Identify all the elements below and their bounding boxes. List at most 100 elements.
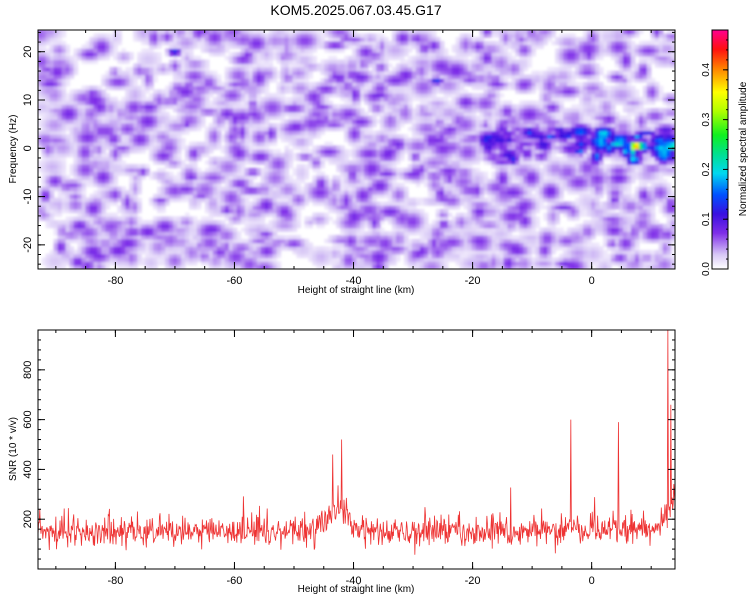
heatmap-cell	[435, 212, 441, 218]
heatmap-cell	[423, 223, 429, 229]
heatmap-cell	[141, 145, 146, 150]
heatmap-cell	[587, 164, 592, 169]
heatmap-cell	[634, 190, 640, 195]
heatmap-cell	[284, 197, 290, 203]
heatmap-cell	[121, 171, 126, 176]
heatmap-cell	[364, 208, 369, 214]
heatmap-cell	[499, 149, 505, 154]
heatmap-cell	[531, 235, 536, 240]
heatmap-cell	[587, 182, 592, 188]
heatmap-cell	[459, 152, 465, 158]
heatmap-cell	[559, 197, 564, 203]
heatmap-cell	[380, 175, 385, 180]
heatmap-cell	[642, 179, 648, 184]
heatmap-cell	[380, 160, 385, 165]
heatmap-cell	[459, 242, 465, 247]
heatmap-cell	[475, 220, 481, 225]
heatmap-cell	[463, 235, 469, 240]
heatmap-cell	[161, 208, 166, 214]
heatmap-cell	[650, 220, 656, 225]
heatmap-cell	[618, 138, 624, 143]
heatmap-cell	[523, 246, 528, 251]
heatmap-cell	[495, 242, 501, 247]
heatmap-cell	[392, 149, 397, 154]
heatmap-cell	[360, 220, 365, 225]
heatmap-cell	[626, 238, 632, 244]
heatmap-cell	[41, 182, 47, 188]
heatmap-cell	[658, 175, 664, 180]
heatmap-cell	[61, 156, 67, 161]
heatmap-cell	[543, 138, 548, 143]
heatmap-cell	[543, 235, 548, 240]
heatmap-cell	[344, 182, 349, 188]
heatmap-cell	[89, 246, 95, 251]
heatmap-cell	[228, 238, 234, 244]
heatmap-cell	[304, 141, 310, 147]
heatmap-cell	[650, 145, 656, 150]
heatmap-cell	[376, 238, 381, 244]
heatmap-cell	[427, 235, 433, 240]
heatmap-cell	[626, 179, 632, 184]
heatmap-cell	[407, 261, 413, 266]
heatmap-cell	[595, 197, 600, 203]
heatmap-cell	[93, 197, 99, 203]
heatmap-cell	[555, 208, 560, 214]
heatmap-cell	[475, 182, 481, 188]
heatmap-cell	[133, 216, 138, 221]
heatmap-cell	[252, 212, 258, 218]
heatmap-cell	[228, 152, 234, 158]
heatmap-cell	[216, 160, 222, 165]
heatmap-cell	[69, 141, 75, 147]
heatmap-cell	[125, 194, 130, 199]
heatmap-cell	[503, 149, 509, 154]
heatmap-cell	[583, 149, 588, 154]
heatmap-cell	[479, 171, 485, 176]
heatmap-cell	[360, 190, 365, 195]
heatmap-cell	[654, 160, 660, 165]
heatmap-cell	[567, 190, 572, 195]
heatmap-cell	[185, 190, 190, 195]
heatmap-cell	[622, 235, 628, 240]
heatmap-cell	[587, 141, 592, 147]
heatmap-cell	[280, 197, 286, 203]
heatmap-cell	[260, 250, 266, 255]
heatmap-cell	[81, 149, 87, 154]
heatmap-cell	[61, 134, 67, 139]
heatmap-cell	[133, 167, 138, 173]
heatmap-cell	[503, 167, 509, 173]
heatmap-cell	[228, 171, 234, 176]
heatmap-cell	[614, 194, 620, 199]
heatmap-cell	[284, 138, 290, 143]
heatmap-cell	[447, 141, 453, 147]
heatmap-cell	[479, 145, 485, 150]
heatmap-cell	[232, 145, 238, 150]
heatmap-cell	[192, 223, 198, 229]
heatmap-cell	[165, 250, 170, 255]
heatmap-cell	[583, 264, 588, 269]
heatmap-cell	[356, 164, 361, 169]
heatmap-cell	[626, 164, 632, 169]
heatmap-cell	[73, 208, 79, 214]
heatmap-cell	[368, 194, 373, 199]
heatmap-cell	[547, 264, 552, 269]
heatmap-cell	[105, 235, 110, 240]
heatmap-cell	[396, 156, 401, 161]
heatmap-cell	[563, 186, 568, 191]
heatmap-cell	[181, 182, 186, 188]
heatmap-cell	[348, 194, 353, 199]
heatmap-cell	[113, 182, 118, 188]
heatmap-cell	[499, 167, 505, 173]
heatmap-cell	[575, 156, 580, 161]
heatmap-cell	[603, 223, 608, 229]
heatmap-cell	[567, 250, 572, 255]
heatmap-cell	[360, 205, 365, 210]
heatmap-cell	[634, 197, 640, 203]
heatmap-cell	[447, 179, 453, 184]
heatmap-cell	[666, 171, 672, 176]
heatmap-cell	[113, 201, 118, 206]
heatmap-cell	[435, 164, 441, 169]
heatmap-cell	[332, 261, 337, 266]
heatmap-cell	[499, 171, 505, 176]
heatmap-cell	[479, 190, 485, 195]
heatmap-cell	[81, 253, 87, 259]
